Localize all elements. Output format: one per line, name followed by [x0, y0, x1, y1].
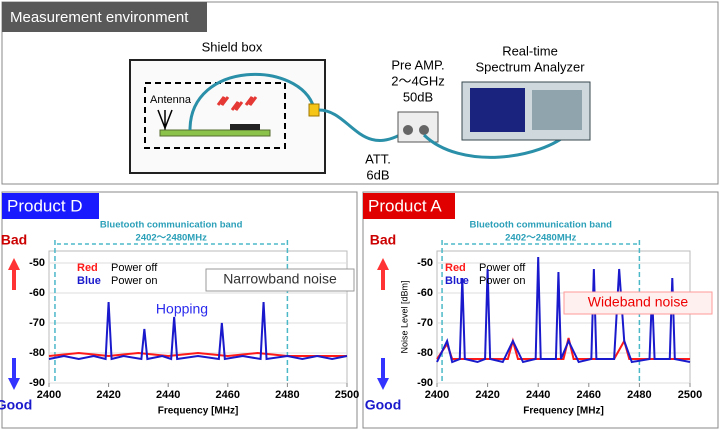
amp-label: Pre AMP.: [391, 57, 444, 72]
y-tick-label: -50: [29, 257, 45, 269]
legend-text: Power off: [479, 262, 526, 274]
band-label: Bluetooth communication band: [469, 220, 612, 231]
cable-analyzer: [422, 130, 572, 159]
y-tick-label: -90: [417, 377, 433, 389]
y-tick-label: -80: [29, 347, 45, 359]
amp-label: 50dB: [403, 89, 433, 104]
x-axis-label: Frequency [MHz]: [158, 406, 239, 417]
amp-port: [419, 125, 429, 135]
x-tick-label: 2480: [627, 389, 651, 401]
x-tick-label: 2500: [678, 389, 702, 401]
annotation: Hopping: [156, 301, 208, 317]
good-arrow: [377, 358, 389, 390]
y-tick-label: -50: [417, 257, 433, 269]
annotation-box: [563, 291, 713, 315]
chart-tag: [2, 193, 99, 219]
connector: [308, 103, 320, 117]
legend-text: Power off: [111, 262, 158, 274]
x-tick-label: 2440: [156, 389, 180, 401]
x-tick-label: 2460: [577, 389, 601, 401]
series-line: [48, 301, 348, 361]
analyzer-panel: [532, 90, 582, 130]
x-tick-label: 2400: [37, 389, 61, 401]
legend-key: Blue: [445, 275, 469, 287]
x-tick-label: 2420: [96, 389, 120, 401]
legend-key: Red: [77, 262, 98, 274]
x-tick-label: 2480: [275, 389, 299, 401]
legend-key: Red: [445, 262, 466, 274]
y-tick-label: -60: [417, 287, 433, 299]
legend-text: Power on: [111, 275, 157, 287]
bad-arrow: [8, 258, 20, 290]
y-tick-label: -70: [29, 317, 45, 329]
annotation: Wideband noise: [588, 294, 689, 310]
amp-label: 2～4GHz: [391, 73, 444, 88]
x-tick-label: 2440: [526, 389, 550, 401]
band-range: 2402～2480MHz: [136, 233, 208, 244]
att-label: 6dB: [366, 167, 389, 182]
pcb: [159, 129, 271, 137]
antenna-icon: [157, 109, 173, 132]
env-header: [2, 2, 207, 32]
chart-title: Product A: [368, 196, 442, 215]
band-label: Bluetooth communication band: [100, 220, 243, 231]
x-tick-label: 2400: [425, 389, 449, 401]
good-arrow: [8, 358, 20, 390]
cable-inner: [188, 72, 316, 131]
y-tick-label: -80: [417, 347, 433, 359]
analyzer-label: Spectrum Analyzer: [475, 59, 585, 74]
good-label: Good: [365, 397, 402, 413]
series-line: [436, 256, 691, 364]
x-axis-label: Frequency [MHz]: [523, 406, 604, 417]
amp-port: [403, 125, 413, 135]
good-label: Good: [0, 397, 32, 413]
x-tick-label: 2420: [475, 389, 499, 401]
annotation: Narrowband noise: [223, 271, 337, 287]
y-tick-label: -90: [29, 377, 45, 389]
env-title: Measurement environment: [10, 9, 189, 26]
chart-title: Product D: [7, 196, 83, 215]
y-axis-label: Noise Level [dBm]: [399, 280, 409, 353]
chip: [230, 124, 260, 130]
att-label: ATT.: [365, 151, 391, 166]
chart-tag: [363, 193, 455, 219]
y-tick-label: -60: [29, 287, 45, 299]
shield-label: Shield box: [202, 39, 263, 54]
series-line: [436, 337, 690, 360]
cable-att: [318, 108, 406, 142]
shield-box: [129, 59, 326, 174]
analyzer-label: Real-time: [502, 43, 558, 58]
annotation-box: [205, 268, 355, 292]
band-range: 2402～2480MHz: [505, 233, 577, 244]
x-tick-label: 2460: [216, 389, 240, 401]
antenna-label: Antenna: [150, 94, 192, 106]
legend-text: Power on: [479, 275, 525, 287]
emission-icon: [216, 96, 258, 111]
series-line: [48, 351, 347, 358]
bad-label: Bad: [1, 232, 27, 248]
env-panel: [1, 1, 719, 185]
legend-key: Blue: [77, 275, 101, 287]
bad-arrow: [377, 258, 389, 290]
bad-label: Bad: [370, 232, 396, 248]
x-tick-label: 2500: [335, 389, 359, 401]
y-tick-label: -70: [417, 317, 433, 329]
analyzer-screen: [470, 88, 525, 132]
